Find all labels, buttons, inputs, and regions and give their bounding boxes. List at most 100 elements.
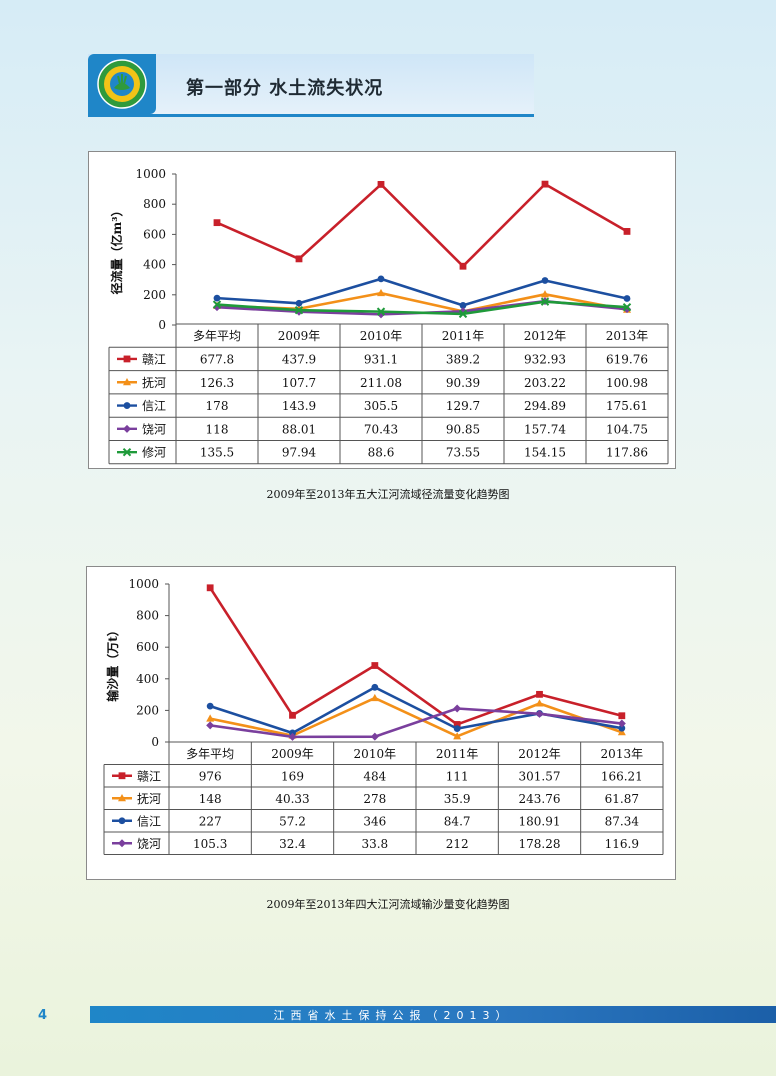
legend-label: 信江 <box>137 814 161 828</box>
legend-label: 赣江 <box>137 769 161 783</box>
legend-marker <box>123 424 131 433</box>
table-value: 32.4 <box>279 837 306 851</box>
legend-marker <box>123 355 131 363</box>
legend-label: 饶河 <box>142 422 166 436</box>
table-value: 129.7 <box>446 399 480 413</box>
table-value: 243.76 <box>519 792 561 806</box>
legend-label: 赣江 <box>142 352 166 366</box>
data-point <box>206 702 214 710</box>
table-value: 166.21 <box>601 769 643 783</box>
data-point <box>295 299 303 307</box>
data-point <box>206 714 215 722</box>
data-point <box>370 732 379 741</box>
table-value: 143.9 <box>282 399 316 413</box>
data-point <box>618 712 626 720</box>
data-point <box>535 699 544 707</box>
data-point <box>541 290 549 298</box>
table-value: 105.3 <box>193 837 227 851</box>
series-line <box>216 182 628 268</box>
y-tick-label: 1000 <box>128 577 159 591</box>
series-line <box>216 277 628 307</box>
table-value: 346 <box>363 814 386 828</box>
table-value: 57.2 <box>279 814 306 828</box>
data-point <box>453 721 461 728</box>
data-point <box>617 728 626 736</box>
data-point <box>288 732 297 741</box>
section-header: 第一部分 水土流失状况 <box>88 54 536 117</box>
data-point <box>371 662 379 669</box>
data-point <box>377 288 385 297</box>
table-value: 90.39 <box>446 376 480 390</box>
data-point <box>376 307 386 316</box>
category-label: 2013年 <box>606 329 649 343</box>
table-value: 677.8 <box>200 352 234 366</box>
page-footer: 4 江西省水土保持公报（2013） <box>0 1006 776 1026</box>
data-point <box>623 295 631 302</box>
runoff-chart-panel: 0 200 400 600 800 1000 径流量（亿m³） 多年平均 2009年 2010年 2… <box>88 151 676 469</box>
table-value: 135.5 <box>200 446 234 460</box>
category-label: 2010年 <box>354 747 397 761</box>
data-point <box>618 724 626 732</box>
data-point <box>453 725 461 733</box>
y-tick-label: 400 <box>136 672 159 686</box>
table-value: 97.94 <box>282 446 317 460</box>
data-point <box>377 310 385 319</box>
table-value: 389.2 <box>446 352 480 366</box>
runoff-trend-chart: 0 200 400 600 800 1000 径流量（亿m³） 多年平均 2009年 2010年 2… <box>108 167 669 465</box>
table-value: 104.75 <box>606 422 648 436</box>
data-point <box>212 300 222 309</box>
data-point <box>540 297 550 306</box>
table-value: 931.1 <box>364 352 398 366</box>
table-value: 178 <box>206 399 229 413</box>
data-point <box>206 721 215 730</box>
category-label: 2011年 <box>436 747 479 761</box>
legend-label: 信江 <box>142 399 166 413</box>
table-value: 278 <box>363 792 386 806</box>
legend-marker <box>118 772 126 780</box>
table-value: 118 <box>206 422 229 436</box>
table-value: 175.61 <box>606 399 648 413</box>
table-value: 107.7 <box>282 376 316 390</box>
table-value: 619.76 <box>606 352 648 366</box>
y-tick-label: 600 <box>143 227 166 241</box>
table-value: 212 <box>446 837 469 851</box>
category-label: 2009年 <box>278 329 321 343</box>
sediment-chart-panel: 0 200 400 600 800 1000 输沙量（万t） 多年平均 2009年 2010年 20… <box>86 566 676 880</box>
table-value: 203.22 <box>524 376 566 390</box>
data-point <box>295 255 303 263</box>
legend-marker <box>118 794 126 802</box>
data-point <box>459 302 467 309</box>
table-value: 111 <box>446 769 469 783</box>
y-tick-label: 1000 <box>135 167 166 181</box>
y-axis-title: 输沙量（万t） <box>105 624 120 702</box>
table-value: 154.15 <box>524 446 566 460</box>
runoff-chart-caption: 2009年至2013年五大江河流域径流量变化趋势图 <box>266 488 510 501</box>
table-value: 169 <box>281 769 304 783</box>
data-point <box>371 683 379 691</box>
data-point <box>459 262 467 270</box>
data-point <box>458 309 468 319</box>
series-赣江 <box>213 180 631 270</box>
table-value: 294.89 <box>524 399 566 413</box>
page-number: 4 <box>38 1008 48 1023</box>
data-point <box>453 704 462 713</box>
category-label: 2013年 <box>601 747 644 761</box>
legend-label: 饶河 <box>137 837 161 851</box>
table-value: 305.5 <box>364 399 398 413</box>
legend-label: 抚河 <box>142 376 166 390</box>
table-value: 87.34 <box>605 814 640 828</box>
table-value: 932.93 <box>524 352 566 366</box>
header-bar <box>88 54 534 117</box>
table-value: 126.3 <box>200 376 234 390</box>
footer-bar: 江西省水土保持公报（2013） <box>90 1006 776 1023</box>
table-value: 211.08 <box>360 376 402 390</box>
category-label: 2011年 <box>442 329 485 343</box>
data-point <box>453 732 462 740</box>
series-饶河 <box>206 704 626 741</box>
y-tick-label: 600 <box>136 640 159 654</box>
series-信江 <box>213 275 631 309</box>
table-value: 84.7 <box>444 814 471 828</box>
data-point <box>213 294 221 302</box>
y-tick-label: 800 <box>136 609 159 623</box>
table-value: 976 <box>199 769 222 783</box>
